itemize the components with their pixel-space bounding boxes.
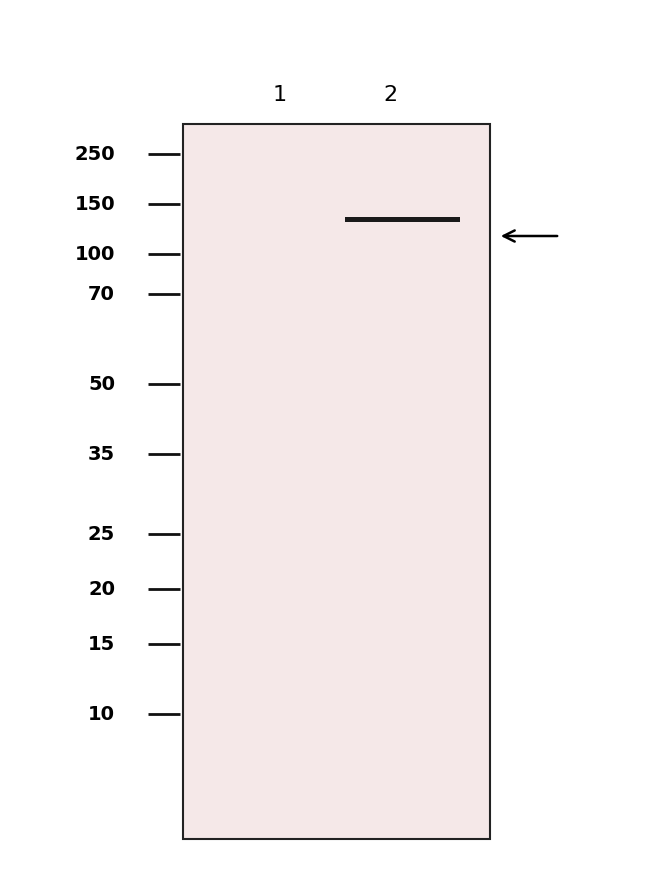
Text: 50: 50 — [88, 375, 115, 394]
Text: 35: 35 — [88, 445, 115, 464]
Bar — [345, 217, 460, 222]
Text: 1: 1 — [273, 85, 287, 105]
Text: 15: 15 — [88, 634, 115, 653]
Text: 150: 150 — [74, 196, 115, 215]
Text: 10: 10 — [88, 705, 115, 724]
Text: 25: 25 — [88, 525, 115, 544]
Text: 20: 20 — [88, 580, 115, 599]
Text: 2: 2 — [383, 85, 397, 105]
Bar — [183, 125, 490, 839]
Text: 100: 100 — [75, 245, 115, 264]
Text: 70: 70 — [88, 285, 115, 304]
Text: 250: 250 — [74, 145, 115, 164]
